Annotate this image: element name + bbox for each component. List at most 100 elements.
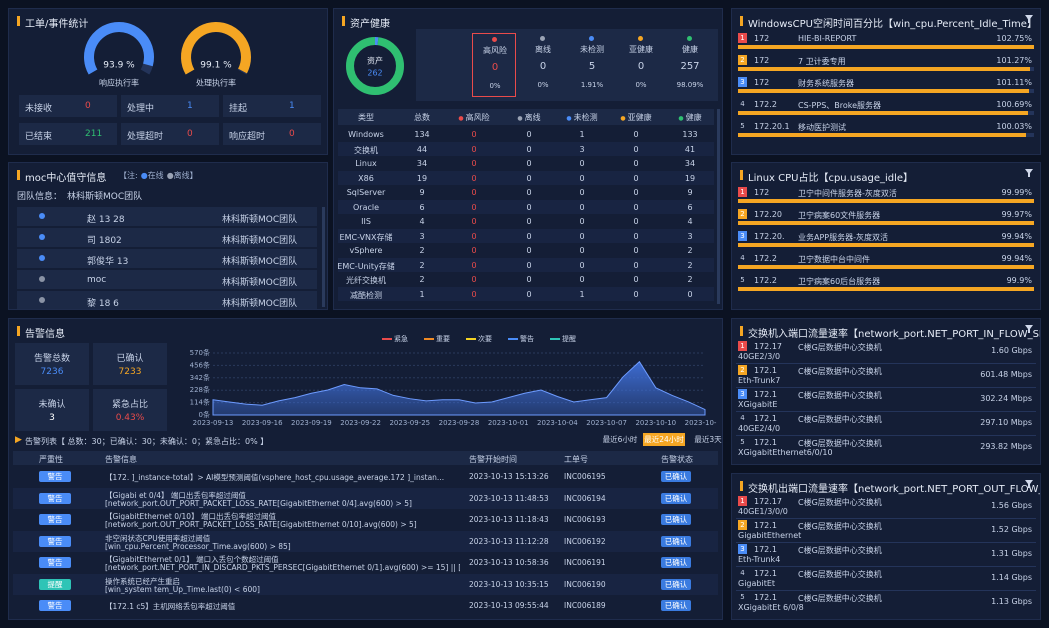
table-cell: 0 [633,144,639,154]
column-header: 工单号 [564,455,588,464]
table-cell: 0 [471,217,477,226]
table-cell: 0 [633,289,639,299]
table-cell: 2 [419,260,425,270]
rank-badge: 4 [740,569,745,577]
range-button[interactable]: 最近3天 [694,435,722,444]
status-dot [39,213,45,219]
bar [738,45,1034,49]
table-cell: 2 [687,275,693,284]
card-dot [638,36,643,41]
device-name: C楼G层数据中心交换机 [798,439,882,448]
table-cell: 0 [526,202,532,212]
table-cell: 0 [579,260,585,270]
member-row: 司 1802 林科斯顿MOC团队 [17,228,317,247]
stat-cell: 处理超时 0 [121,123,219,145]
panel-title: Linux CPU占比【cpu.usage_idle】 [740,169,913,184]
status-dot [39,234,45,240]
table-cell: 2 [419,275,425,284]
port: 40GE2/3/0 [738,352,781,361]
table-header [13,451,718,465]
table-cell: 0 [633,260,639,270]
panel: Linux CPU占比【cpu.usage_idle】 1 172 卫宁中间件服务器-… [731,162,1041,310]
value-label: 99.94% [1001,232,1032,241]
filter-icon [1025,480,1033,488]
member-name: 赵 13 28 [87,215,125,225]
severity-badge: 警告 [39,514,71,525]
x-tick-label: 2023-09-28 [439,419,480,427]
table-cell: 减酷检测 [350,290,382,300]
x-tick-label: 2023-09-25 [389,419,430,427]
table-cell: 19 [416,173,428,183]
table-cell: 0 [526,289,532,299]
value-label: 99.97% [1001,210,1032,219]
rate: 1.56 Gbps [991,501,1032,510]
row-stripe [13,530,718,552]
rank-badge: 1 [738,33,747,43]
gauge-arc [181,22,251,75]
bar [738,67,1030,71]
x-tick-label: 2023-09-13 [193,419,234,427]
ip: 172.2 [754,276,777,285]
ip: 172 [754,56,770,65]
x-tick-label: 2023-10-01 [488,419,529,427]
card-share: 0% [489,82,501,90]
panel-title: moc中心值守信息 [17,169,106,184]
range-button[interactable]: 最近24小时 [643,433,685,446]
dot: ● [458,115,466,122]
x-tick-label: 2023-09-16 [242,419,283,427]
alarm-line2: [network_port.OUT_PORT_PACKET_LOSS_RATE[… [105,520,417,529]
value-label: 101.27% [996,56,1032,65]
row-stripe [338,257,714,272]
ip: 172.1 [754,569,777,578]
card-dot [540,36,545,41]
x-tick-label: 2023-10-07 [586,419,627,427]
host-name: 卫宁病案60后台服务器 [798,277,881,286]
card-value: 0 [637,61,645,72]
value-label: 102.75% [996,34,1032,43]
summary-box: 紧急占比 0.43% [93,389,167,431]
panel-title: 资产健康 [342,15,390,30]
panel: 告警信息 告警总数 7236 已确认 7233 未确认 3 紧急占比 0.43% 紧急 重要 次要 警告… [8,318,723,620]
card-share: 98.09% [676,81,704,89]
status-dot [39,297,45,303]
table-cell: 0 [633,246,639,255]
legend-label: 警告 [520,334,534,343]
table-cell: 0 [526,246,532,255]
legend-label: 次要 [478,334,492,343]
asset-card: 亚健康 0 0% [619,33,663,97]
rank-badge: 2 [738,520,747,530]
ip: 172.1 [754,545,777,554]
panel: 交换机出端口流量速率【network_port.NET_PORT_OUT_FLO… [731,473,1041,620]
ip: 172.17 [754,342,782,351]
summary-box: 告警总数 7236 [15,343,89,385]
member-team: 林科斯顿MOC团队 [222,215,298,225]
ip: 172.2 [754,254,777,263]
divider [736,387,1036,388]
panel-title: 告警信息 [17,325,65,340]
device-name: C楼G层数据中心交换机 [798,498,882,507]
card-value: 257 [680,61,700,72]
table-cell: 4 [687,217,693,226]
y-tick-label: 456条 [190,360,210,369]
summary-label: 已确认 [116,354,144,364]
cards-bg [416,29,718,101]
table-cell: EMC-VNX存储 [339,232,393,242]
device-name: C楼G层数据中心交换机 [798,343,882,352]
host-name: 7 卫计委专用 [798,57,846,66]
graphic: 93.9 % 响应执行率 99.1 % 处理执行率 [84,22,251,88]
severity-badge: 警告 [39,600,71,611]
device-name: C楼G层数据中心交换机 [798,367,882,376]
y-tick-label: 342条 [190,373,210,382]
port: Eth-Trunk7 [738,376,781,385]
range-button[interactable]: 最近6小时 [602,435,638,444]
x-tick-label: 2023-09-22 [340,419,381,427]
filter-icon [1025,325,1033,333]
rank-badge: 5 [740,438,745,446]
graphic [1025,169,1033,177]
dot: ● [166,171,174,180]
rate: 293.82 Mbps [980,442,1032,451]
stat-cell: 挂起 1 [223,95,321,117]
rank-badge: 3 [738,544,747,554]
severity-badge: 提醒 [39,578,71,590]
